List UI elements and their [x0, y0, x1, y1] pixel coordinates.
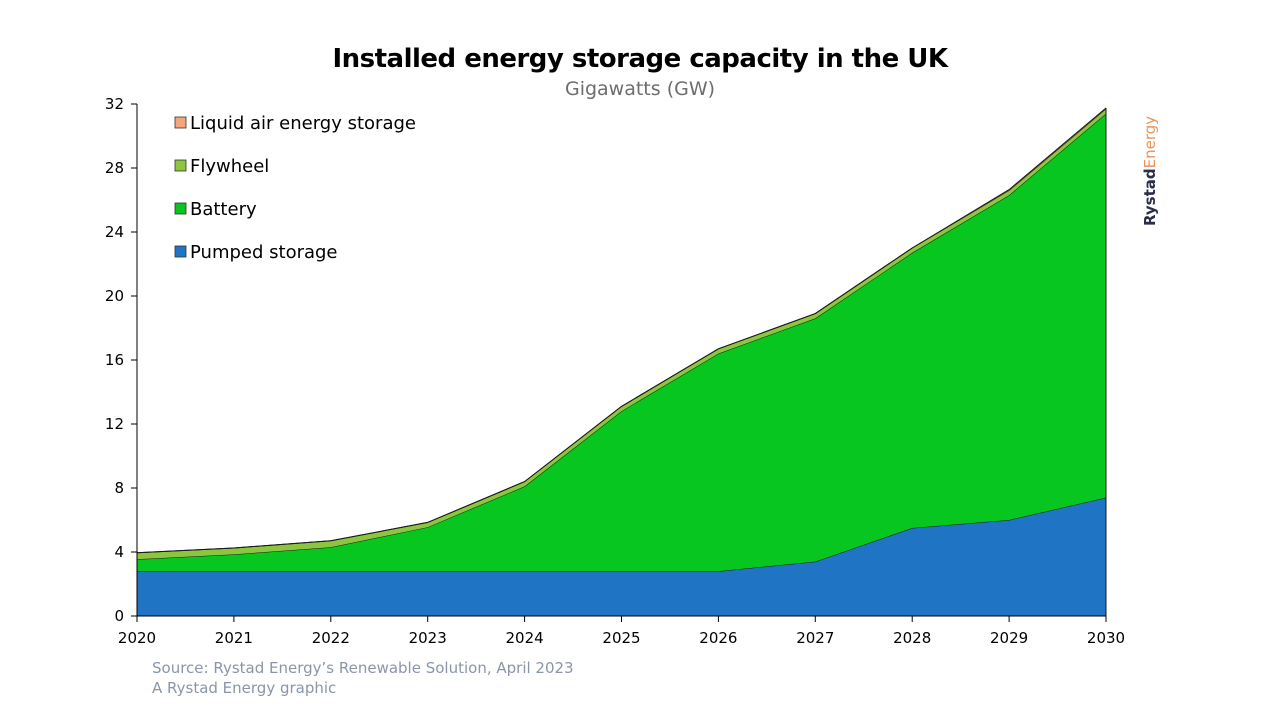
x-tick-label: 2023	[409, 629, 447, 647]
y-tick-label: 8	[114, 479, 124, 497]
legend-label: Battery	[190, 199, 257, 220]
legend-swatch	[174, 202, 187, 215]
x-tick-label: 2021	[215, 629, 253, 647]
x-tick-label: 2028	[893, 629, 931, 647]
x-tick-label: 2022	[312, 629, 350, 647]
legend: Liquid air energy storage Flywheel Battery…	[174, 113, 416, 263]
y-tick-label: 28	[105, 159, 124, 177]
area-pumped-storage	[137, 497, 1106, 616]
x-tick-label: 2030	[1087, 629, 1125, 647]
chart-title: Installed energy storage capacity in the…	[332, 44, 948, 74]
source-note: Source: Rystad Energy’s Renewable Soluti…	[152, 659, 574, 677]
y-tick-label: 12	[105, 415, 124, 433]
x-tick-label: 2020	[118, 629, 156, 647]
area-battery	[137, 113, 1106, 572]
brand-name-part2: Energy	[1141, 115, 1159, 169]
x-tick-label: 2027	[796, 629, 834, 647]
y-tick-label: 4	[114, 543, 124, 561]
y-tick-label: 0	[114, 607, 124, 625]
area-series-group	[136, 107, 1107, 616]
brand-name-part1: Rystad	[1141, 168, 1159, 226]
legend-swatch	[174, 245, 187, 258]
legend-label: Flywheel	[190, 156, 269, 177]
area-edge-liquid-air-energy-storage	[136, 107, 1107, 554]
chart-subtitle: Gigawatts (GW)	[564, 78, 716, 100]
brand-logo: RystadEnergy	[1141, 116, 1159, 226]
x-tick-label: 2024	[506, 629, 544, 647]
credit-note: A Rystad Energy graphic	[152, 679, 337, 697]
x-tick-label: 2025	[602, 629, 640, 647]
legend-swatch	[174, 159, 187, 172]
x-tick-label: 2026	[699, 629, 737, 647]
y-tick-label: 32	[105, 95, 124, 113]
legend-swatch	[174, 116, 187, 129]
y-tick-label: 20	[105, 287, 124, 305]
x-tick-label: 2029	[990, 629, 1028, 647]
legend-label: Liquid air energy storage	[190, 113, 416, 134]
y-tick-label: 16	[105, 351, 124, 369]
y-tick-label: 24	[105, 223, 124, 241]
legend-label: Pumped storage	[190, 242, 338, 263]
